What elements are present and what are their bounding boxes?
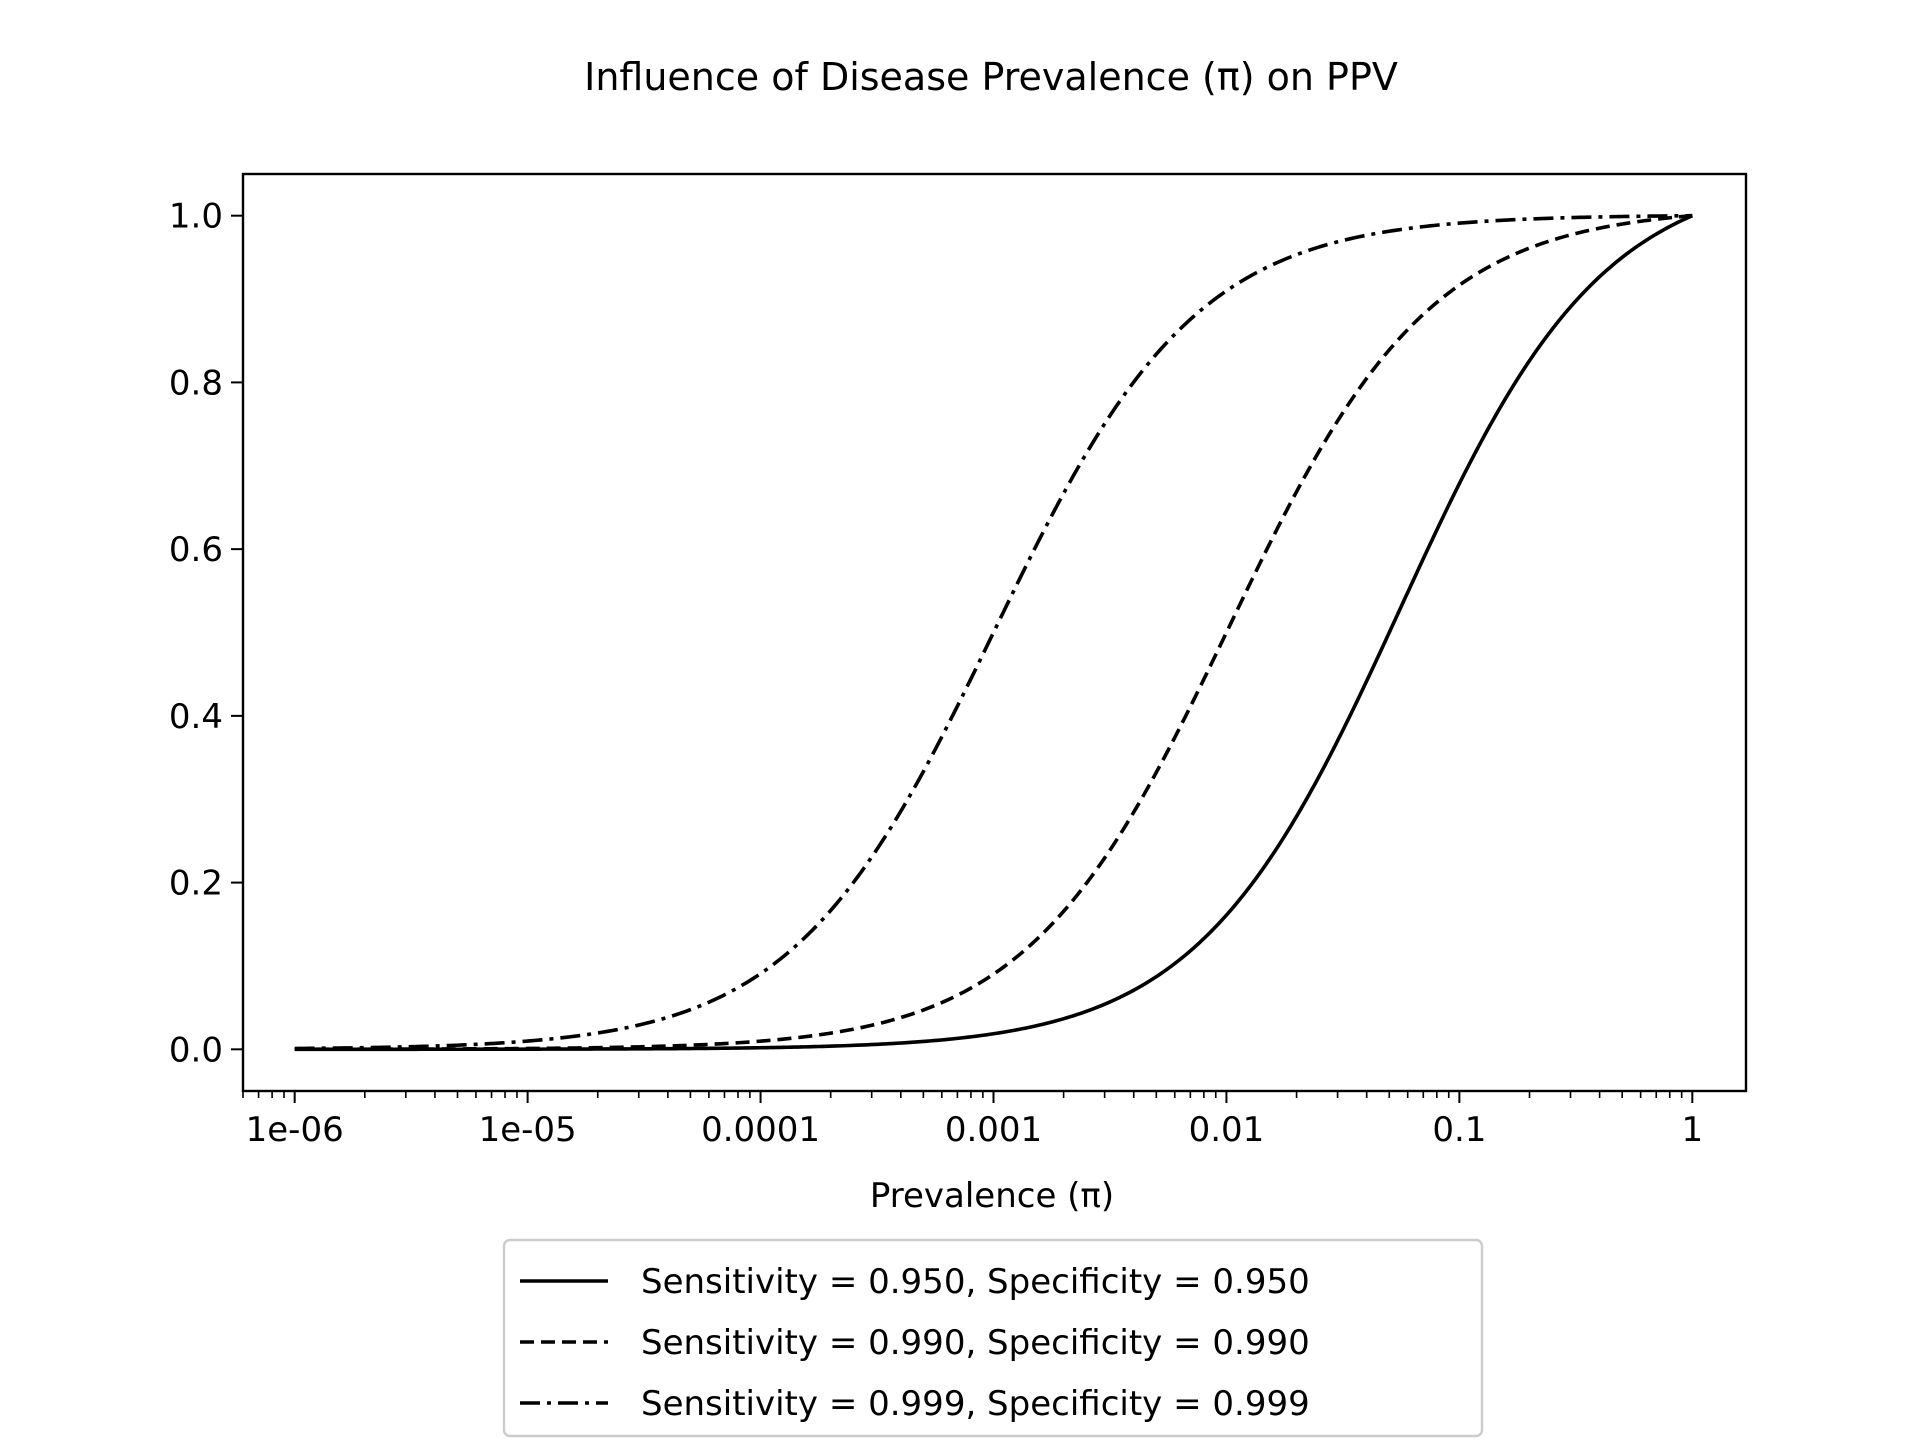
y-tick-label: 0.0 <box>169 1030 223 1070</box>
series-line-2 <box>294 213 1693 1052</box>
legend: Sensitivity = 0.950, Specificity = 0.950… <box>502 1238 1484 1438</box>
y-tick-label: 0.4 <box>169 697 223 737</box>
x-tick-label: 1 <box>1681 1110 1703 1150</box>
legend-label-3: Sensitivity = 0.999, Specificity = 0.999 <box>641 1384 1310 1424</box>
x-tick-label: 1e-05 <box>479 1110 577 1150</box>
legend-label-2: Sensitivity = 0.990, Specificity = 0.990 <box>641 1323 1310 1363</box>
y-tick-label: 1.0 <box>169 197 223 237</box>
x-axis-ticks: 1e-06 1e-05 0.0001 0.001 0.01 0.1 1 <box>242 1091 1703 1150</box>
plot-frame <box>241 172 1748 1093</box>
x-tick-label: 0.0001 <box>701 1110 820 1150</box>
legend-label-1: Sensitivity = 0.950, Specificity = 0.950 <box>641 1262 1310 1302</box>
legend-frame <box>502 1238 1484 1438</box>
x-axis-label: Prevalence (π) <box>870 1176 1114 1216</box>
x-tick-label: 0.01 <box>1189 1110 1265 1150</box>
x-tick-label: 0.001 <box>945 1110 1042 1150</box>
x-tick-label: 0.1 <box>1432 1110 1486 1150</box>
series-line-3 <box>294 213 1693 1051</box>
y-tick-label: 0.6 <box>169 530 223 570</box>
y-tick-label: 0.8 <box>169 363 223 403</box>
series-curves <box>294 213 1694 1052</box>
chart-title: Influence of Disease Prevalence (π) on P… <box>584 55 1398 99</box>
x-tick-label: 1e-06 <box>246 1110 344 1150</box>
y-tick-label: 0.2 <box>169 864 223 904</box>
y-axis-ticks: 0.0 0.2 0.4 0.6 0.8 1.0 <box>169 197 243 1070</box>
